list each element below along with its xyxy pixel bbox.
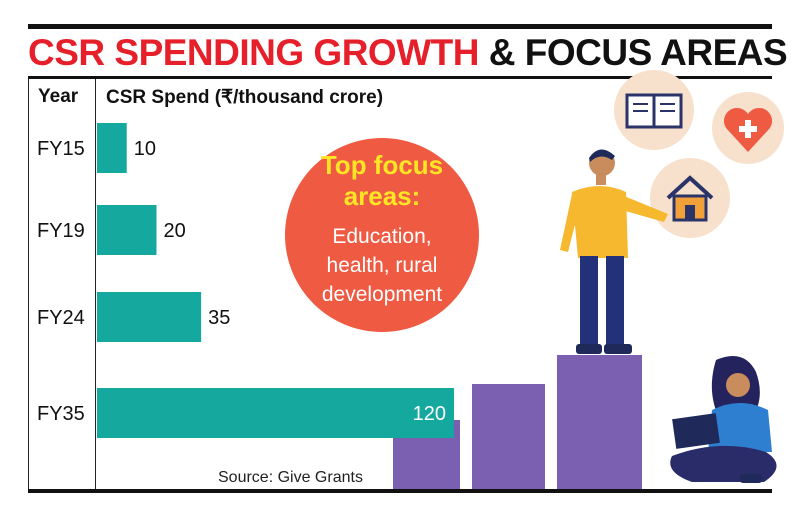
book-icon <box>614 70 694 150</box>
chart-title-highlight: CSR SPENDING GROWTH <box>28 32 479 73</box>
focus-line-3: development <box>321 283 443 306</box>
value-label-fy19: 20 <box>164 220 186 242</box>
heart-health-icon <box>712 92 784 164</box>
table-left-edge <box>28 79 29 489</box>
column-divider <box>95 79 96 489</box>
bottom-rule <box>28 489 772 493</box>
year-column-header: Year <box>38 86 79 107</box>
category-label-fy19: FY19 <box>37 220 85 242</box>
top-rule <box>28 24 772 29</box>
bar-fy15 <box>97 123 127 173</box>
category-label-fy24: FY24 <box>37 307 85 329</box>
step-3 <box>557 355 642 489</box>
bar-fy24 <box>97 292 202 342</box>
sitting-person-icon <box>670 356 777 483</box>
step-2 <box>472 384 545 489</box>
standing-person-icon <box>560 149 668 354</box>
home-icon <box>650 158 730 238</box>
value-label-fy24: 35 <box>208 307 230 329</box>
category-label-fy35: FY35 <box>37 403 85 425</box>
source-note: Source: Give Grants <box>218 469 363 486</box>
focus-body: Education, health, rural development <box>285 222 479 309</box>
focus-title: Top focus areas: <box>285 150 479 212</box>
chart-title-rest: & FOCUS AREAS <box>478 32 788 73</box>
chart-title: CSR SPENDING GROWTH & FOCUS AREAS <box>28 30 788 73</box>
focus-line-1: Education, <box>332 225 432 248</box>
bar-fy35 <box>97 388 454 438</box>
value-label-fy35: 120 <box>413 403 446 425</box>
category-label-fy15: FY15 <box>37 138 85 160</box>
value-label-fy15: 10 <box>134 138 156 160</box>
focus-title-line1: Top focus <box>320 150 444 180</box>
focus-areas-circle <box>285 138 479 332</box>
focus-line-2: health, rural <box>326 254 438 277</box>
bar-fy19 <box>97 205 157 255</box>
header-rule <box>28 76 772 79</box>
spend-column-header: CSR Spend (₹/thousand crore) <box>106 87 384 108</box>
focus-title-line2: areas: <box>343 181 421 211</box>
